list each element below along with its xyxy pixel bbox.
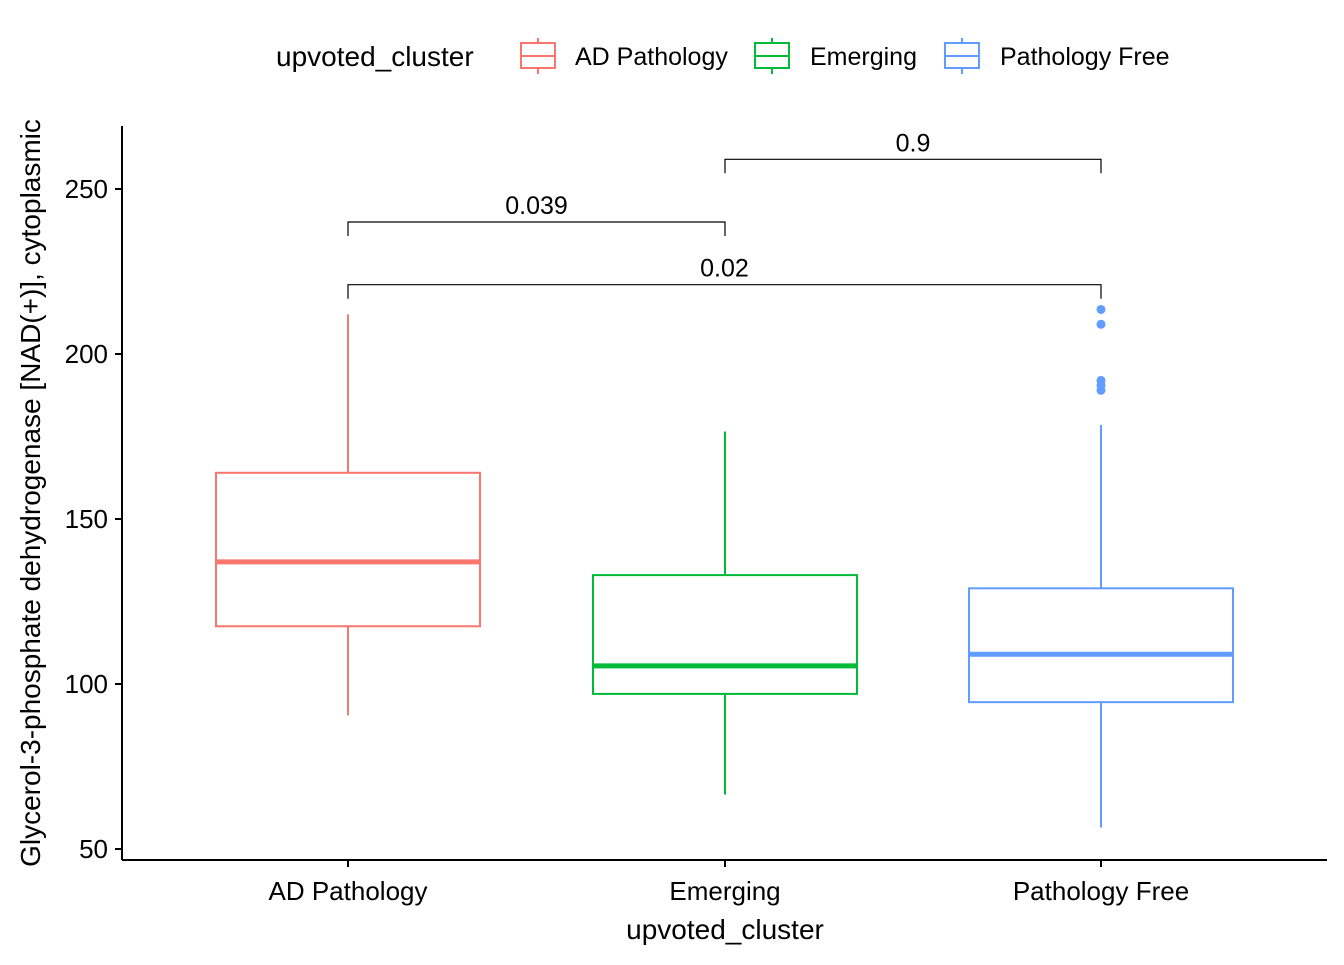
x-axis-title: upvoted_cluster — [626, 914, 824, 945]
iqr-box — [592, 574, 858, 695]
legend-item-pathology-free: Pathology Free — [944, 38, 1170, 74]
y-tick-label: 200 — [65, 339, 108, 369]
legend-label: AD Pathology — [575, 43, 728, 71]
x-tick-label-emerging: Emerging — [669, 876, 780, 906]
comparison-bracket — [724, 158, 1102, 174]
p-value-label: 0.039 — [505, 192, 568, 220]
legend-label: Emerging — [810, 43, 917, 71]
outlier-point — [1096, 304, 1106, 314]
axes: 50 100 150 200 250 AD Pathology Emerging Patho… — [15, 119, 1327, 945]
legend-key-icon — [520, 38, 556, 74]
comparison-bracket — [347, 221, 726, 236]
legend: upvoted_cluster AD Pathology Emerging Path… — [276, 38, 1170, 74]
legend-item-emerging: Emerging — [754, 38, 917, 74]
box-ad-pathology — [215, 314, 481, 716]
comparison-ad-pathology-vs-emerging: 0.039 — [347, 192, 726, 236]
legend-key-icon — [944, 38, 980, 74]
iqr-box — [215, 471, 481, 628]
legend-label: Pathology Free — [1000, 43, 1170, 71]
y-tick-label: 150 — [65, 504, 108, 534]
legend-key-icon — [754, 38, 790, 74]
box-emerging — [592, 431, 858, 795]
boxes — [215, 304, 1234, 828]
y-tick-label: 50 — [79, 834, 108, 864]
comparison-emerging-vs-pathology-free: 0.9 — [724, 129, 1102, 174]
comparison-brackets: 0.039 0.9 0.02 — [347, 129, 1102, 299]
box-pathology-free — [968, 304, 1234, 828]
x-tick-label-pathology-free: Pathology Free — [1013, 876, 1189, 906]
comparison-bracket — [347, 284, 1102, 299]
legend-title: upvoted_cluster — [276, 41, 474, 72]
y-tick-label: 100 — [65, 669, 108, 699]
y-axis-title: Glycerol-3-phosphate dehydrogenase [NAD(… — [15, 119, 46, 867]
outlier-point — [1096, 385, 1106, 395]
p-value-label: 0.02 — [700, 255, 749, 283]
comparison-ad-pathology-vs-pathology-free: 0.02 — [347, 255, 1102, 299]
outlier-point — [1096, 319, 1106, 329]
y-tick-label: 250 — [65, 174, 108, 204]
p-value-label: 0.9 — [896, 129, 931, 157]
legend-item-ad-pathology: AD Pathology — [520, 38, 728, 74]
iqr-box — [968, 587, 1234, 704]
x-tick-label-ad-pathology: AD Pathology — [269, 876, 428, 906]
